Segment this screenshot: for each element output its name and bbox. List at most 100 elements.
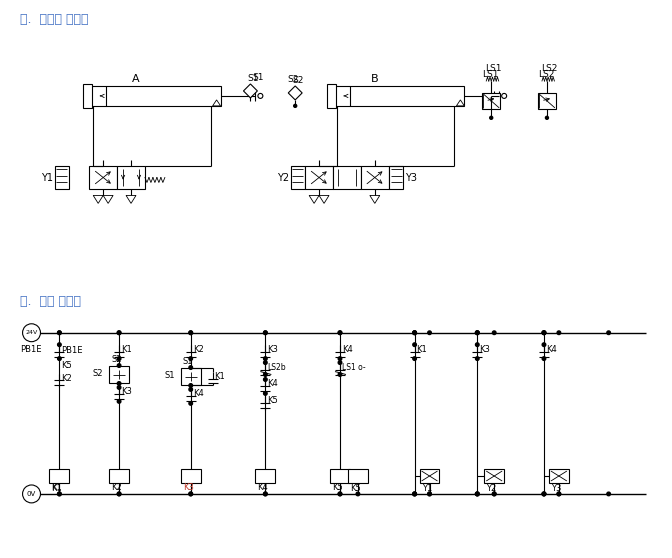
- Bar: [255, 469, 276, 483]
- Polygon shape: [309, 195, 319, 203]
- Circle shape: [428, 492, 431, 496]
- Text: 가.  공기압 회로도: 가. 공기압 회로도: [19, 13, 88, 26]
- Text: LS2: LS2: [541, 64, 557, 73]
- Circle shape: [476, 331, 479, 335]
- Text: K3: K3: [121, 387, 132, 396]
- Circle shape: [118, 331, 121, 335]
- Circle shape: [542, 343, 546, 347]
- Text: K3: K3: [267, 345, 278, 354]
- Polygon shape: [288, 86, 302, 100]
- Circle shape: [189, 365, 192, 369]
- Circle shape: [542, 357, 546, 360]
- Text: PB1E: PB1E: [20, 345, 42, 354]
- Circle shape: [338, 373, 342, 376]
- Text: K1: K1: [52, 484, 62, 493]
- Polygon shape: [126, 195, 136, 203]
- Text: S2: S2: [111, 354, 122, 364]
- Circle shape: [493, 331, 496, 335]
- Circle shape: [338, 492, 342, 496]
- Text: Y1: Y1: [42, 172, 53, 182]
- Text: K1: K1: [121, 345, 132, 354]
- Bar: [330, 469, 350, 483]
- Circle shape: [490, 116, 493, 119]
- Text: K1: K1: [214, 372, 225, 381]
- Circle shape: [338, 331, 342, 335]
- Bar: [50, 469, 69, 483]
- Circle shape: [542, 492, 546, 496]
- Text: LS1: LS1: [482, 70, 499, 79]
- Circle shape: [546, 116, 548, 119]
- Circle shape: [413, 492, 417, 496]
- Circle shape: [263, 373, 267, 376]
- Circle shape: [58, 357, 61, 360]
- Circle shape: [413, 357, 417, 360]
- Circle shape: [476, 343, 479, 347]
- Circle shape: [428, 492, 431, 496]
- Circle shape: [118, 386, 121, 389]
- Circle shape: [258, 93, 263, 98]
- Text: K4: K4: [257, 483, 268, 492]
- Bar: [361, 166, 388, 190]
- Bar: [419, 469, 439, 483]
- Text: LS2: LS2: [538, 70, 554, 79]
- Text: B: B: [371, 74, 378, 84]
- Circle shape: [23, 485, 40, 503]
- Circle shape: [607, 492, 610, 496]
- Text: K1: K1: [417, 345, 427, 354]
- Bar: [83, 84, 92, 108]
- Circle shape: [263, 378, 267, 381]
- Polygon shape: [103, 195, 113, 203]
- Circle shape: [428, 331, 431, 335]
- Circle shape: [263, 357, 267, 360]
- Circle shape: [476, 492, 479, 496]
- Bar: [55, 166, 69, 190]
- Circle shape: [338, 492, 342, 496]
- Circle shape: [476, 331, 479, 335]
- Text: LS1: LS1: [485, 64, 502, 73]
- Circle shape: [607, 331, 610, 335]
- Text: 0V: 0V: [27, 491, 36, 497]
- Circle shape: [189, 492, 192, 496]
- Circle shape: [413, 492, 417, 496]
- Polygon shape: [370, 195, 380, 203]
- Text: Y1: Y1: [421, 484, 432, 493]
- Text: 나.  전기 회로도: 나. 전기 회로도: [19, 295, 81, 308]
- Bar: [485, 469, 504, 483]
- Text: LS1 o-: LS1 o-: [342, 363, 366, 372]
- Polygon shape: [243, 84, 257, 98]
- Bar: [348, 469, 368, 483]
- Text: K2: K2: [111, 483, 122, 492]
- Bar: [327, 84, 336, 108]
- Text: K4: K4: [193, 389, 204, 398]
- Circle shape: [502, 93, 507, 98]
- Text: K5: K5: [350, 484, 361, 493]
- Text: LS2b: LS2b: [267, 363, 286, 372]
- Bar: [109, 469, 129, 483]
- Circle shape: [413, 492, 417, 496]
- Text: Y2: Y2: [487, 484, 497, 493]
- Text: K5: K5: [267, 396, 278, 406]
- Text: S2: S2: [292, 76, 304, 85]
- Bar: [109, 365, 129, 383]
- Text: K5: K5: [332, 483, 343, 492]
- Circle shape: [413, 331, 417, 335]
- Circle shape: [476, 492, 479, 496]
- Circle shape: [263, 392, 267, 395]
- Text: PB1E: PB1E: [61, 345, 83, 355]
- Text: Y3: Y3: [405, 172, 417, 182]
- Circle shape: [542, 331, 546, 335]
- Bar: [482, 93, 500, 109]
- Bar: [291, 166, 305, 190]
- Text: S2: S2: [93, 369, 103, 378]
- Text: Y2: Y2: [277, 172, 289, 182]
- Circle shape: [413, 331, 417, 335]
- Text: A: A: [132, 74, 140, 84]
- Polygon shape: [212, 100, 220, 106]
- Text: K5: K5: [61, 360, 72, 369]
- Circle shape: [58, 492, 61, 496]
- Circle shape: [476, 492, 479, 496]
- Circle shape: [557, 492, 560, 496]
- Circle shape: [557, 331, 560, 335]
- Bar: [388, 166, 403, 190]
- Text: S1: S1: [247, 74, 259, 83]
